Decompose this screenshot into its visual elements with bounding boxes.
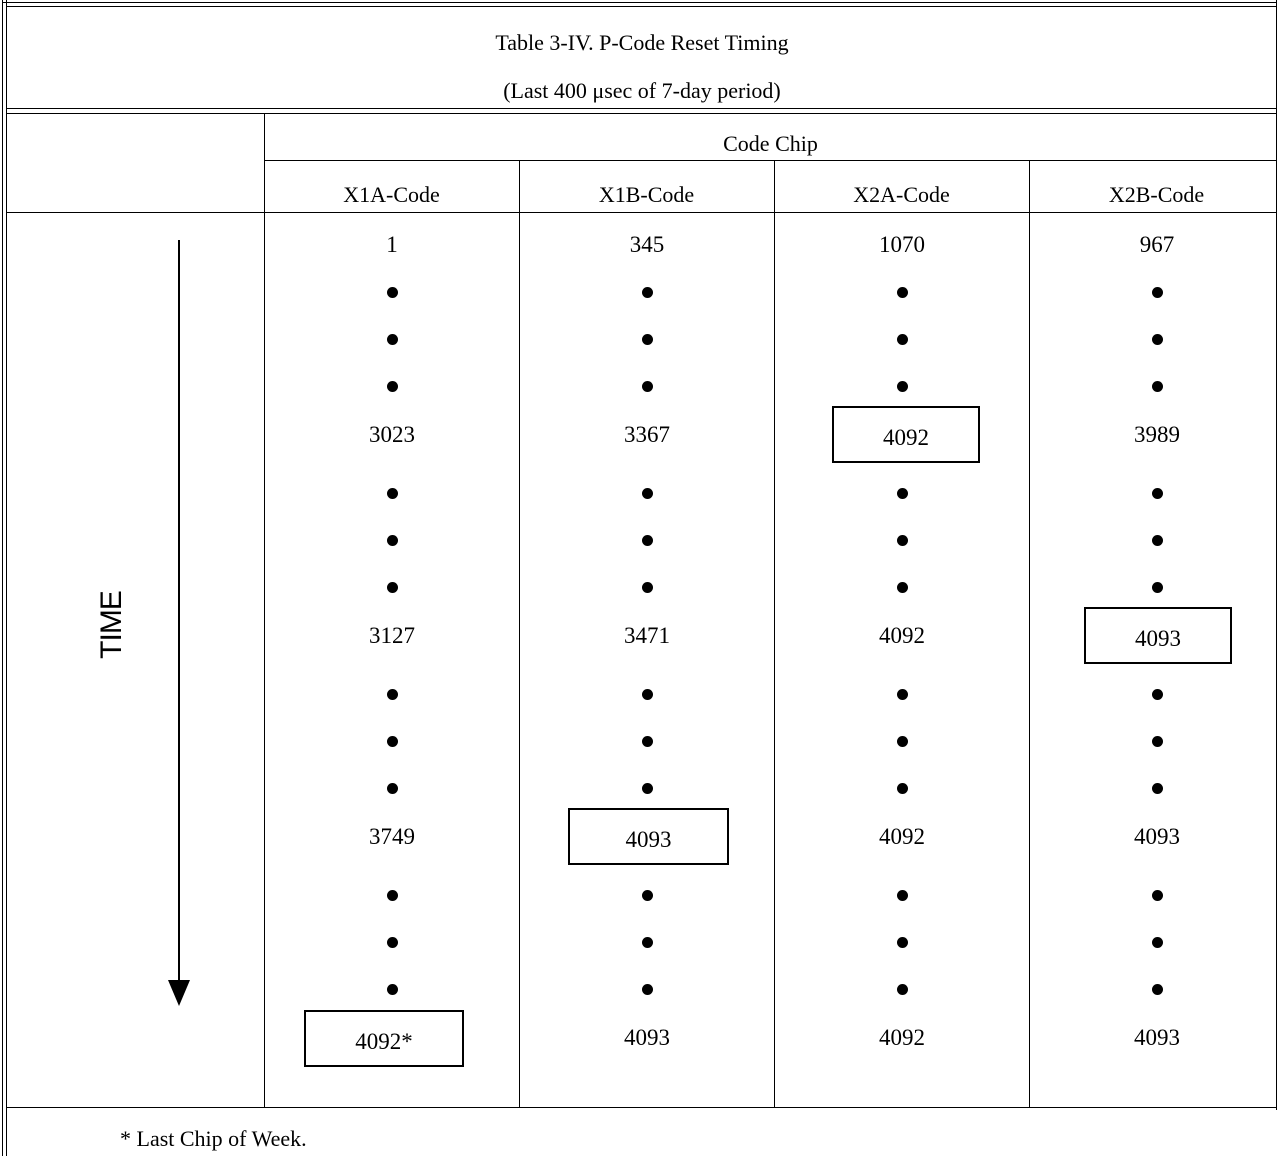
ellipsis-dot	[1152, 582, 1163, 593]
outer-border-top-1	[2, 2, 1277, 3]
time-arrow-head	[168, 980, 190, 1006]
table-subtitle: (Last 400 μsec of 7-day period)	[503, 78, 781, 103]
ellipsis-dot	[897, 582, 908, 593]
ellipsis-dot	[1152, 783, 1163, 794]
ellipsis-dot	[642, 736, 653, 747]
cell-r0-x1b: 345	[629, 232, 665, 257]
ellipsis-dot	[642, 488, 653, 499]
ellipsis-dot	[642, 783, 653, 794]
ellipsis-dot	[642, 334, 653, 345]
ellipsis-dot	[1152, 488, 1163, 499]
ellipsis-dot	[387, 937, 398, 948]
column-header-x1b: X1B-Code	[598, 182, 695, 207]
ellipsis-dot	[642, 287, 653, 298]
ellipsis-dot	[897, 890, 908, 901]
cell-r2-x1a: 3127	[369, 623, 415, 648]
group-header-line	[264, 160, 1277, 161]
title-border-1	[6, 108, 1277, 109]
ellipsis-dot	[897, 937, 908, 948]
ellipsis-dot	[897, 736, 908, 747]
cell-r0-x2b: 967	[1139, 232, 1175, 257]
cell-r4-x1b: 4093	[624, 1025, 670, 1050]
cell-r3-x1a: 3749	[369, 824, 415, 849]
time-arrow-shaft	[178, 240, 180, 980]
time-axis-label: TIME	[95, 591, 128, 659]
outer-border-left-1	[2, 0, 3, 1156]
ellipsis-dot	[387, 334, 398, 345]
cell-r1-x2b: 3989	[1134, 422, 1180, 447]
cell-r2-x2b-boxed: 4093	[1084, 607, 1232, 664]
ellipsis-dot	[387, 535, 398, 546]
column-header-x1a: X1A-Code	[343, 182, 440, 207]
ellipsis-dot	[1152, 334, 1163, 345]
ellipsis-dot	[387, 736, 398, 747]
ellipsis-dot	[1152, 381, 1163, 392]
col-sep-3	[1029, 160, 1030, 1107]
ellipsis-dot	[1152, 535, 1163, 546]
header-bottom-line	[6, 212, 1277, 213]
ellipsis-dot	[642, 689, 653, 700]
ellipsis-dot	[387, 890, 398, 901]
group-header: Code Chip	[723, 131, 818, 156]
table-title: Table 3-IV. P-Code Reset Timing	[495, 30, 789, 55]
cell-r4-x2b: 4093	[1134, 1025, 1180, 1050]
cell-r3-x2a: 4092	[879, 824, 925, 849]
cell-r1-x1a: 3023	[369, 422, 415, 447]
cell-r3-x2b: 4093	[1134, 824, 1180, 849]
ellipsis-dot	[387, 381, 398, 392]
ellipsis-dot	[387, 783, 398, 794]
col-sep-2	[774, 160, 775, 1107]
ellipsis-dot	[897, 689, 908, 700]
ellipsis-dot	[897, 984, 908, 995]
column-header-x2a: X2A-Code	[853, 182, 950, 207]
ellipsis-dot	[642, 984, 653, 995]
title-border-2	[6, 113, 1277, 114]
ellipsis-dot	[642, 381, 653, 392]
col-sep-1	[519, 160, 520, 1107]
outer-border-left-2	[6, 0, 7, 1156]
ellipsis-dot	[387, 689, 398, 700]
ellipsis-dot	[642, 582, 653, 593]
ellipsis-dot	[642, 535, 653, 546]
ellipsis-dot	[897, 381, 908, 392]
cell-r1-x1b: 3367	[624, 422, 670, 447]
cell-r2-x1b: 3471	[624, 623, 670, 648]
ellipsis-dot	[1152, 890, 1163, 901]
ellipsis-dot	[387, 582, 398, 593]
ellipsis-dot	[642, 937, 653, 948]
cell-r0-x2a: 1070	[879, 232, 925, 257]
body-bottom-line	[6, 1107, 1277, 1108]
cell-r4-x1a-boxed: 4092*	[304, 1010, 464, 1067]
cell-r2-x2a: 4092	[879, 623, 925, 648]
ellipsis-dot	[897, 783, 908, 794]
outer-border-top-2	[6, 6, 1277, 7]
ellipsis-dot	[1152, 984, 1163, 995]
cell-r1-x2a-boxed: 4092	[832, 406, 980, 463]
ellipsis-dot	[387, 287, 398, 298]
ellipsis-dot	[1152, 736, 1163, 747]
ellipsis-dot	[387, 984, 398, 995]
column-header-x2b: X2B-Code	[1108, 182, 1205, 207]
ellipsis-dot	[642, 890, 653, 901]
ellipsis-dot	[387, 488, 398, 499]
cell-r3-x1b-boxed: 4093	[568, 808, 729, 865]
cell-r0-x1a: 1	[386, 232, 398, 257]
ellipsis-dot	[1152, 689, 1163, 700]
ellipsis-dot	[897, 535, 908, 546]
ellipsis-dot	[897, 334, 908, 345]
cell-r4-x2a: 4092	[879, 1025, 925, 1050]
col-sep-0	[264, 113, 265, 1107]
ellipsis-dot	[897, 488, 908, 499]
ellipsis-dot	[1152, 937, 1163, 948]
ellipsis-dot	[1152, 287, 1163, 298]
table-footnote: * Last Chip of Week.	[120, 1126, 307, 1151]
ellipsis-dot	[897, 287, 908, 298]
